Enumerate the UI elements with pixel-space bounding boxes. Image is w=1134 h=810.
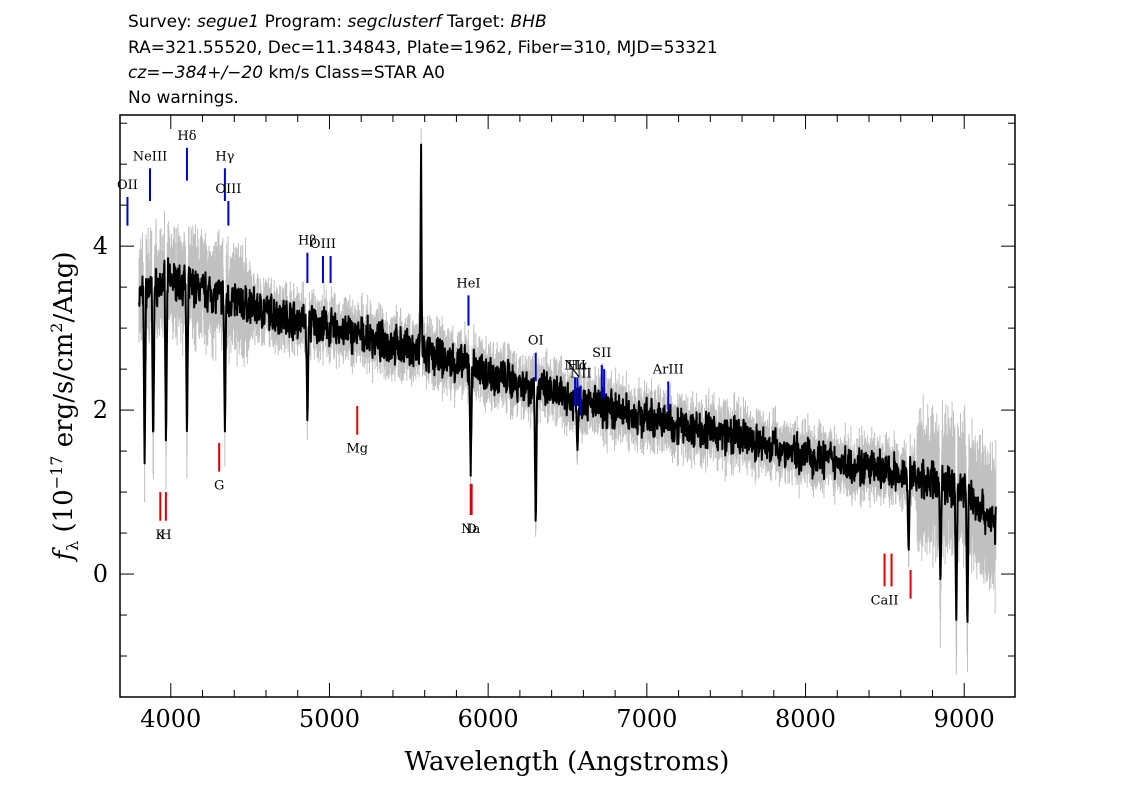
x-tick-label: 5000: [299, 705, 360, 733]
line-label: NII: [564, 358, 586, 373]
line-label: Mg: [346, 442, 368, 457]
redshift-value: cz=−384+/−20: [128, 63, 264, 83]
line-markers: OIINeIIIHδHγOIIIHβOIIIHeIOINIIHαNIISIIAr…: [117, 129, 912, 608]
line-label: OII: [117, 178, 138, 193]
line-label: CaII: [871, 593, 899, 608]
spectrum-line: [138, 143, 997, 623]
y-axis-label: fλ (10−17 erg/s/cm2/Ang): [47, 251, 82, 562]
header-line-2: RA=321.55520, Dec=11.34843, Plate=1962, …: [128, 38, 718, 58]
survey-label: Survey:: [128, 12, 192, 32]
line-label: OI: [528, 334, 544, 349]
target-value: BHB: [510, 12, 547, 32]
line-label: K: [155, 528, 165, 543]
x-tick-label: 4000: [140, 705, 201, 733]
line-label: OIII: [310, 237, 336, 252]
line-label: Hγ: [215, 149, 234, 164]
axes: 4000 5000 6000 7000 8000 9000 0 2 4: [93, 114, 1016, 733]
header-line-1: Survey: segue1 Program: segclusterf Targ…: [128, 12, 547, 32]
header-line-4: No warnings.: [128, 88, 239, 108]
x-tick-label: 9000: [934, 705, 995, 733]
y-tick-label: 2: [93, 396, 108, 424]
program-value: segclusterf: [347, 12, 442, 32]
x-tick-label: 8000: [775, 705, 836, 733]
line-label: D: [466, 522, 476, 537]
x-tick-label: 6000: [458, 705, 519, 733]
line-label: HeI: [456, 276, 480, 291]
x-tick-label: 7000: [616, 705, 677, 733]
class-text: km/s Class=STAR A0: [263, 63, 445, 83]
line-label: NII: [570, 367, 592, 382]
line-label: Hβ: [298, 234, 317, 249]
y-tick-label: 4: [93, 232, 108, 260]
line-label: Hδ: [177, 129, 196, 144]
line-label: H: [160, 528, 171, 543]
y-tick-label: 0: [93, 560, 108, 588]
line-label: Na: [461, 522, 480, 537]
line-label: ArIII: [652, 362, 684, 377]
header-line-3: cz=−384+/−20 km/s Class=STAR A0: [128, 63, 445, 83]
line-label: G: [214, 479, 224, 494]
line-label: Hα: [567, 358, 587, 373]
program-label: Program:: [264, 12, 343, 32]
line-label: SII: [592, 346, 611, 361]
plot-frame: [119, 114, 1016, 698]
line-label: NeIII: [133, 149, 167, 164]
target-label: Target:: [446, 12, 506, 32]
survey-value: segue1: [197, 12, 260, 32]
spectrum-series: [138, 143, 997, 623]
line-label: OIII: [215, 182, 241, 197]
x-axis-label: Wavelength (Angstroms): [405, 747, 730, 777]
